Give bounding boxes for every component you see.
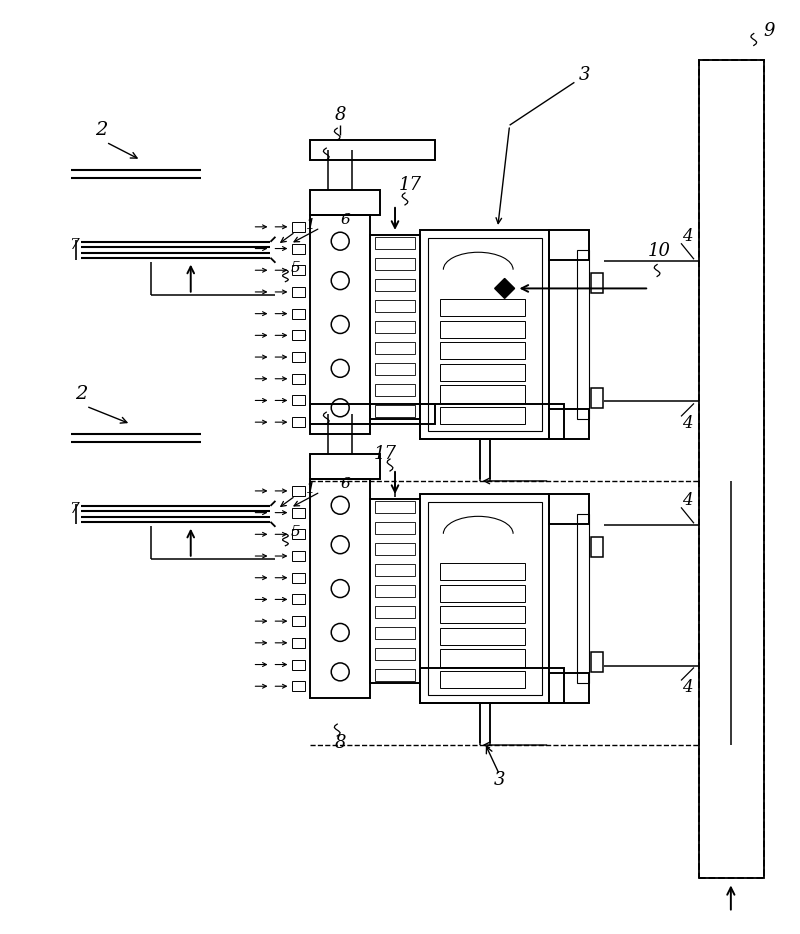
Bar — [440, 299, 525, 317]
Text: 1: 1 — [306, 482, 315, 496]
Bar — [440, 585, 525, 601]
Bar — [292, 486, 306, 496]
Bar — [550, 494, 590, 524]
Bar — [375, 342, 415, 354]
Bar — [440, 563, 525, 580]
Bar — [292, 244, 306, 253]
Text: 3: 3 — [578, 66, 590, 84]
Bar — [292, 222, 306, 232]
Text: 6: 6 — [340, 477, 350, 491]
Bar — [550, 673, 590, 703]
Text: 17: 17 — [398, 176, 422, 194]
Text: 6: 6 — [340, 213, 350, 227]
Bar — [375, 279, 415, 290]
Bar — [375, 405, 415, 417]
Bar — [292, 659, 306, 670]
Bar — [292, 417, 306, 427]
Bar — [292, 530, 306, 539]
Text: 4: 4 — [682, 679, 692, 696]
Bar — [420, 230, 550, 439]
Bar — [440, 628, 525, 645]
Bar — [292, 374, 306, 384]
Text: 5: 5 — [290, 525, 300, 539]
Bar — [375, 564, 415, 576]
Bar — [699, 61, 764, 878]
Bar — [428, 502, 542, 695]
Polygon shape — [494, 278, 514, 298]
Bar — [310, 215, 370, 434]
Bar — [440, 386, 525, 403]
Bar — [370, 499, 420, 684]
Text: 8: 8 — [334, 734, 346, 752]
Bar — [292, 331, 306, 340]
Bar — [591, 273, 603, 292]
Bar — [375, 628, 415, 639]
Bar — [375, 237, 415, 248]
Bar — [440, 320, 525, 338]
Text: 8: 8 — [334, 106, 346, 124]
Bar — [420, 494, 550, 703]
Bar — [375, 258, 415, 270]
Bar — [375, 543, 415, 555]
Bar — [440, 342, 525, 360]
Bar — [292, 681, 306, 691]
Text: 17: 17 — [374, 445, 397, 463]
Bar — [292, 508, 306, 517]
Bar — [292, 287, 306, 297]
Text: 10: 10 — [647, 242, 670, 261]
Text: 7: 7 — [70, 238, 79, 252]
Bar — [699, 61, 764, 878]
Bar — [440, 363, 525, 381]
Bar — [591, 388, 603, 408]
Bar — [591, 537, 603, 557]
Bar — [310, 190, 380, 215]
Bar — [578, 514, 590, 684]
Bar — [292, 594, 306, 604]
Text: 3: 3 — [494, 771, 506, 789]
Bar — [292, 551, 306, 561]
Bar — [310, 404, 435, 424]
Bar — [375, 606, 415, 618]
Bar — [310, 454, 380, 479]
Bar — [292, 352, 306, 362]
Bar — [370, 234, 420, 419]
Text: 4: 4 — [682, 415, 692, 432]
Bar — [375, 522, 415, 534]
Text: 2: 2 — [95, 121, 107, 139]
Bar — [420, 404, 565, 439]
Bar — [310, 479, 370, 699]
Text: 4: 4 — [682, 492, 692, 509]
Bar — [375, 585, 415, 597]
Text: 2: 2 — [75, 385, 87, 403]
Bar — [375, 648, 415, 660]
Text: 1: 1 — [306, 218, 315, 232]
Bar — [375, 384, 415, 396]
Bar — [292, 308, 306, 318]
Bar — [292, 573, 306, 583]
Bar — [292, 395, 306, 405]
Text: 5: 5 — [290, 261, 300, 275]
Text: 7: 7 — [70, 502, 79, 516]
Text: 9: 9 — [763, 21, 774, 39]
Bar — [292, 638, 306, 648]
Bar — [550, 230, 590, 260]
Bar — [375, 363, 415, 375]
Bar — [591, 652, 603, 672]
Bar — [420, 669, 565, 703]
Bar — [440, 606, 525, 624]
Text: 4: 4 — [682, 228, 692, 245]
Bar — [375, 501, 415, 513]
Bar — [310, 140, 435, 160]
Bar — [440, 407, 525, 424]
Bar — [292, 265, 306, 276]
Bar — [292, 616, 306, 626]
Bar — [428, 238, 542, 432]
Bar — [375, 300, 415, 312]
Bar — [440, 649, 525, 667]
Bar — [440, 671, 525, 688]
Bar — [375, 670, 415, 681]
Bar — [578, 249, 590, 419]
Bar — [550, 409, 590, 439]
Bar — [375, 321, 415, 333]
